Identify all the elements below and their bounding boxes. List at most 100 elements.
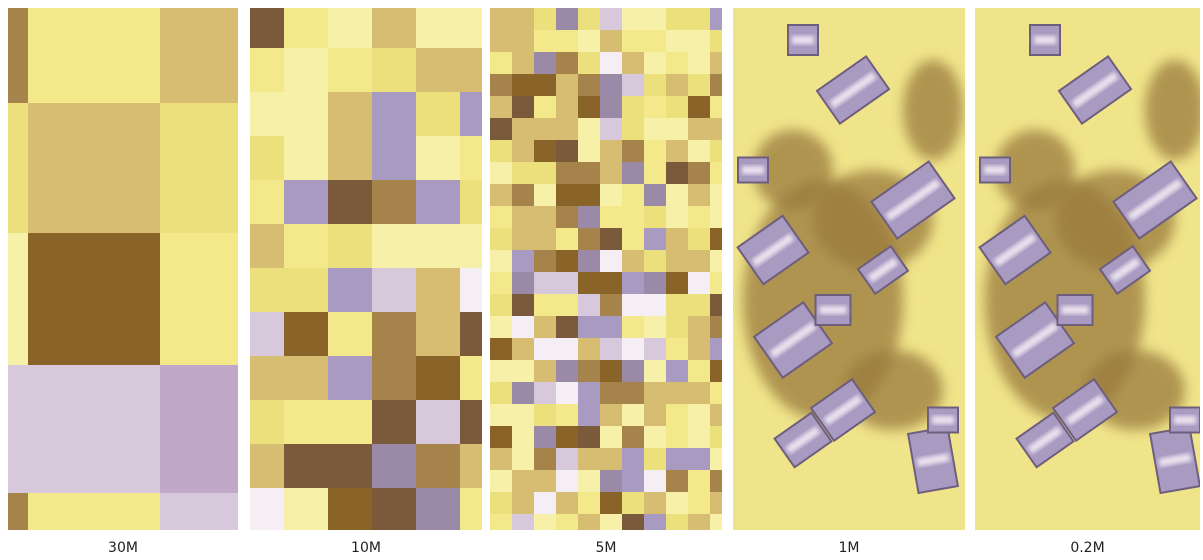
pixel [328, 224, 373, 269]
pixel [534, 492, 557, 515]
pixel [666, 8, 689, 31]
pixel [622, 470, 645, 493]
pixel [688, 294, 711, 317]
pixel [240, 444, 285, 489]
pixel [512, 294, 535, 317]
pixel [160, 103, 239, 234]
pixel [710, 294, 733, 317]
pixel [284, 180, 329, 225]
pixel [416, 312, 461, 357]
pixel [284, 312, 329, 357]
pixel [240, 400, 285, 445]
panel-label: 1M [839, 540, 860, 556]
pixel [644, 96, 667, 119]
pixel [622, 250, 645, 273]
pixel [622, 294, 645, 317]
pixel [372, 224, 417, 269]
pixel [8, 103, 29, 234]
pixel [644, 272, 667, 295]
pixel [556, 8, 579, 31]
pixel [710, 426, 733, 449]
pixel [644, 118, 667, 141]
pixel [490, 360, 513, 383]
pixel [710, 250, 733, 273]
pixel [666, 360, 689, 383]
pixel [556, 118, 579, 141]
pixel [284, 400, 329, 445]
pixel [600, 272, 623, 295]
pixel [622, 382, 645, 405]
pixel [666, 30, 689, 53]
pixel [8, 233, 29, 366]
pixel [534, 8, 557, 31]
pixel [512, 338, 535, 361]
pixel [644, 514, 667, 537]
pixel [622, 8, 645, 31]
pixel [512, 118, 535, 141]
pixel [240, 92, 285, 137]
pixel [622, 140, 645, 163]
pixel [622, 448, 645, 471]
pixel [600, 338, 623, 361]
pixel [600, 250, 623, 273]
pixel [490, 52, 513, 75]
pixel [512, 470, 535, 493]
pixel [622, 404, 645, 427]
pixel [622, 162, 645, 185]
pixel [666, 228, 689, 251]
pixel [688, 514, 711, 537]
pixel [622, 74, 645, 97]
pixel [578, 140, 601, 163]
pixel [710, 184, 733, 207]
building [1058, 295, 1093, 325]
pixel [416, 180, 461, 225]
pixel [710, 470, 733, 493]
pixel [490, 492, 513, 515]
pixel [328, 48, 373, 93]
pixel [710, 404, 733, 427]
pixel [534, 448, 557, 471]
pixel [688, 184, 711, 207]
pixel [556, 184, 579, 207]
pixel [688, 316, 711, 339]
pixel [556, 74, 579, 97]
pixel [556, 228, 579, 251]
pixel [578, 96, 601, 119]
pixel [644, 426, 667, 449]
pixel [240, 136, 285, 181]
pixel [622, 206, 645, 229]
pixel [534, 162, 557, 185]
pixel [578, 272, 601, 295]
pixel [490, 228, 513, 251]
pixel [28, 365, 161, 494]
pixel [600, 184, 623, 207]
pixel [512, 426, 535, 449]
pixel [688, 338, 711, 361]
figure: 30M10M5M1M0.2M [0, 0, 1203, 560]
pixel [666, 162, 689, 185]
pixel [240, 488, 285, 533]
pixel [666, 250, 689, 273]
roof-highlight [1062, 306, 1089, 314]
pixel [666, 96, 689, 119]
pixel [666, 184, 689, 207]
pixel [578, 404, 601, 427]
pixel [556, 382, 579, 405]
pixel [512, 162, 535, 185]
pixel [372, 356, 417, 401]
pixel [688, 140, 711, 163]
panel-label: 0.2M [1070, 540, 1104, 556]
pixel [622, 316, 645, 339]
pixel [556, 272, 579, 295]
pixel [28, 8, 161, 104]
pixel [710, 492, 733, 515]
pixel [688, 206, 711, 229]
pixel [600, 140, 623, 163]
pixel [578, 448, 601, 471]
pixel [416, 136, 461, 181]
pixel [644, 404, 667, 427]
pixel [284, 356, 329, 401]
pixel [534, 272, 557, 295]
pixel [328, 180, 373, 225]
pixel [666, 118, 689, 141]
